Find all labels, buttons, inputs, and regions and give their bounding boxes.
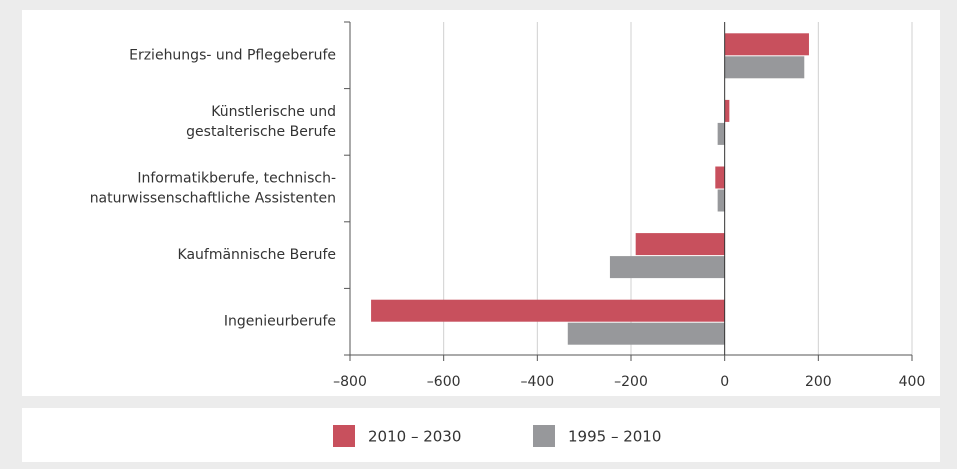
bar <box>724 33 809 56</box>
x-tick-label: –200 <box>614 374 648 390</box>
bar <box>371 299 725 322</box>
bar <box>635 233 725 256</box>
x-tick-label: 400 <box>899 374 926 390</box>
y-tick-label: Kaufmännische Berufe <box>178 247 336 263</box>
y-tick-label: Informatikberufe, technisch-naturwissens… <box>90 171 336 207</box>
x-tick-label: –600 <box>427 374 461 390</box>
bar <box>717 189 725 212</box>
x-tick-label: –400 <box>520 374 554 390</box>
legend-label: 2010 – 2030 <box>368 428 461 446</box>
legend-swatch <box>333 425 355 447</box>
bar <box>567 322 725 345</box>
y-tick-label: Erziehungs- und Pflegeberufe <box>129 47 336 63</box>
bar <box>715 166 725 189</box>
x-tick-label: –800 <box>333 374 367 390</box>
bar <box>724 56 805 79</box>
legend-panel <box>22 408 940 462</box>
legend-label: 1995 – 2010 <box>568 428 661 446</box>
bar <box>609 256 725 279</box>
legend-swatch <box>533 425 555 447</box>
y-tick-label: Künstlerische und gestalterische Berufe <box>186 104 336 140</box>
x-tick-label: 0 <box>720 374 729 390</box>
x-tick-label: 200 <box>805 374 832 390</box>
bar <box>724 99 730 122</box>
bar <box>717 122 725 145</box>
y-tick-label: Ingenieurberufe <box>224 314 336 330</box>
